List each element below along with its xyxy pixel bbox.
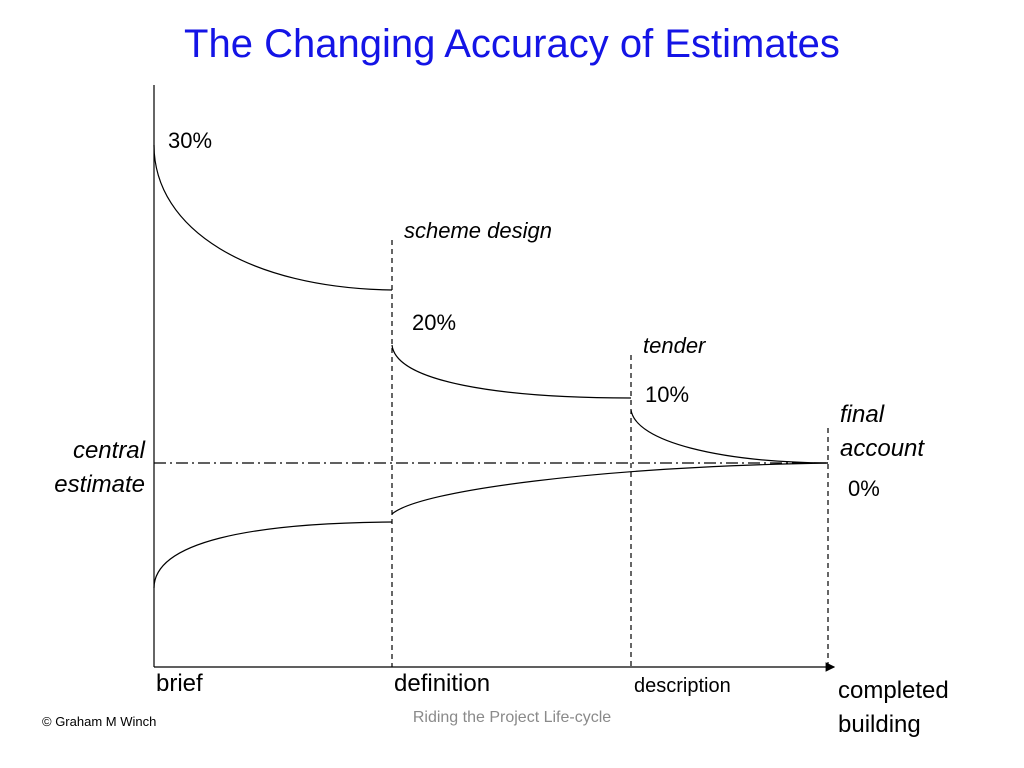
copyright: © Graham M Winch (42, 714, 157, 729)
upper-curve (153, 144, 393, 291)
title: The Changing Accuracy of Estimates (184, 22, 840, 66)
milestone-label: final account (840, 401, 925, 462)
accuracy-label: 10% (645, 382, 690, 407)
accuracy-label: 30% (168, 128, 213, 153)
upper-curve (391, 344, 632, 399)
milestone-label: tender (643, 333, 706, 358)
accuracy-label: 20% (412, 310, 457, 335)
lower-curve (153, 521, 393, 589)
stage-label: definition (394, 670, 491, 697)
stage-label: brief (156, 670, 203, 697)
upper-curve (630, 409, 829, 464)
stage-label: completed building (838, 677, 949, 738)
milestone-label: scheme design (404, 218, 552, 243)
stage-label: description (634, 675, 731, 697)
footer-subtitle: Riding the Project Life-cycle (412, 709, 612, 726)
lower-curve (391, 462, 829, 515)
reference-label: central estimate (54, 437, 145, 498)
accuracy-label: 0% (848, 476, 880, 501)
